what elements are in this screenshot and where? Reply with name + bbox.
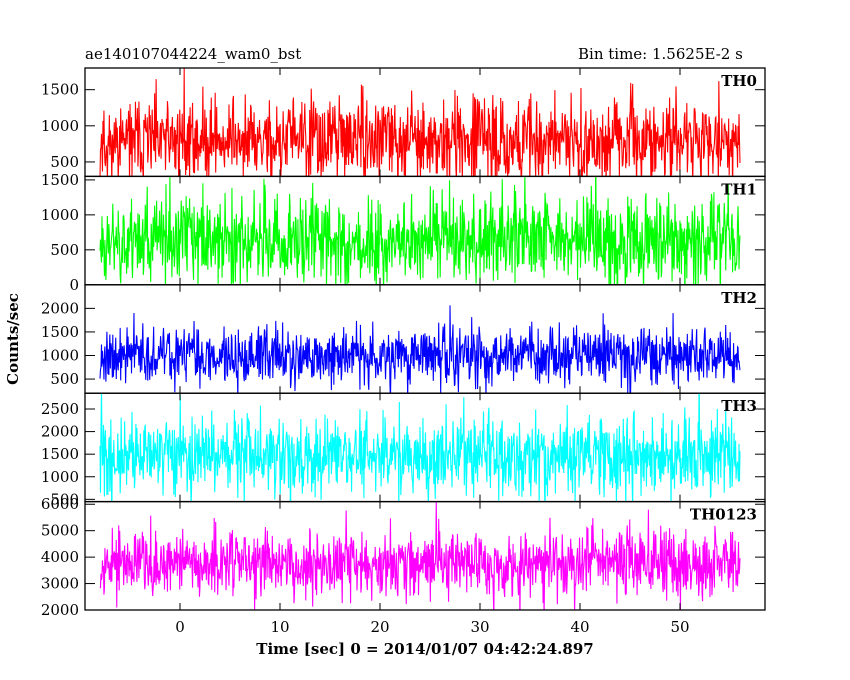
panel-label-th0123: TH0123 xyxy=(690,506,757,524)
y-axis-label: Counts/sec xyxy=(4,293,22,385)
y-tick-label: 1500 xyxy=(41,81,79,99)
panel-label-th0: TH0 xyxy=(721,72,757,90)
y-tick-label: 4000 xyxy=(41,548,79,566)
y-tick-label: 1000 xyxy=(41,206,79,224)
chart-title: ae140107044224_wam0_bst xyxy=(85,45,302,63)
x-tick-label: 10 xyxy=(270,618,289,636)
y-tick-label: 1000 xyxy=(41,346,79,364)
y-tick-label: 500 xyxy=(50,241,79,259)
x-tick-label: 50 xyxy=(670,618,689,636)
panel-frame-th0123 xyxy=(84,500,766,611)
y-tick-label: 500 xyxy=(50,490,79,508)
series-th2 xyxy=(99,305,741,394)
y-tick-label: 1000 xyxy=(41,117,79,135)
x-axis-label: Time [sec] 0 = 2014/01/07 04:42:24.897 xyxy=(256,640,593,658)
x-tick-label: 30 xyxy=(470,618,489,636)
y-tick-label: 2500 xyxy=(41,400,79,418)
x-tick-label: 40 xyxy=(570,618,589,636)
y-tick-label: 2000 xyxy=(41,423,79,441)
x-tick-label: 20 xyxy=(370,618,389,636)
series-th3 xyxy=(99,393,741,502)
y-tick-label: 1500 xyxy=(41,445,79,463)
y-tick-label: 500 xyxy=(50,153,79,171)
x-tick-label: 0 xyxy=(175,618,185,636)
y-tick-label: 2000 xyxy=(41,299,79,317)
y-tick-label: 1500 xyxy=(41,171,79,189)
y-tick-label: 500 xyxy=(50,370,79,388)
y-tick-label: 5000 xyxy=(41,522,79,540)
panel-label-th1: TH1 xyxy=(721,180,757,198)
series-th0123 xyxy=(99,501,741,611)
panel-label-th3: TH3 xyxy=(721,397,757,415)
y-tick-label: 1000 xyxy=(41,468,79,486)
y-tick-label: 2000 xyxy=(41,601,79,619)
y-tick-label: 3000 xyxy=(41,575,79,593)
panel-label-th2: TH2 xyxy=(721,289,757,307)
y-tick-label: 0 xyxy=(69,276,79,294)
y-tick-label: 1500 xyxy=(41,323,79,341)
y-tick-label: 6000 xyxy=(41,495,79,513)
series-th0 xyxy=(99,68,741,177)
bin-time-label: Bin time: 1.5625E-2 s xyxy=(578,45,743,63)
series-th1 xyxy=(99,176,741,285)
